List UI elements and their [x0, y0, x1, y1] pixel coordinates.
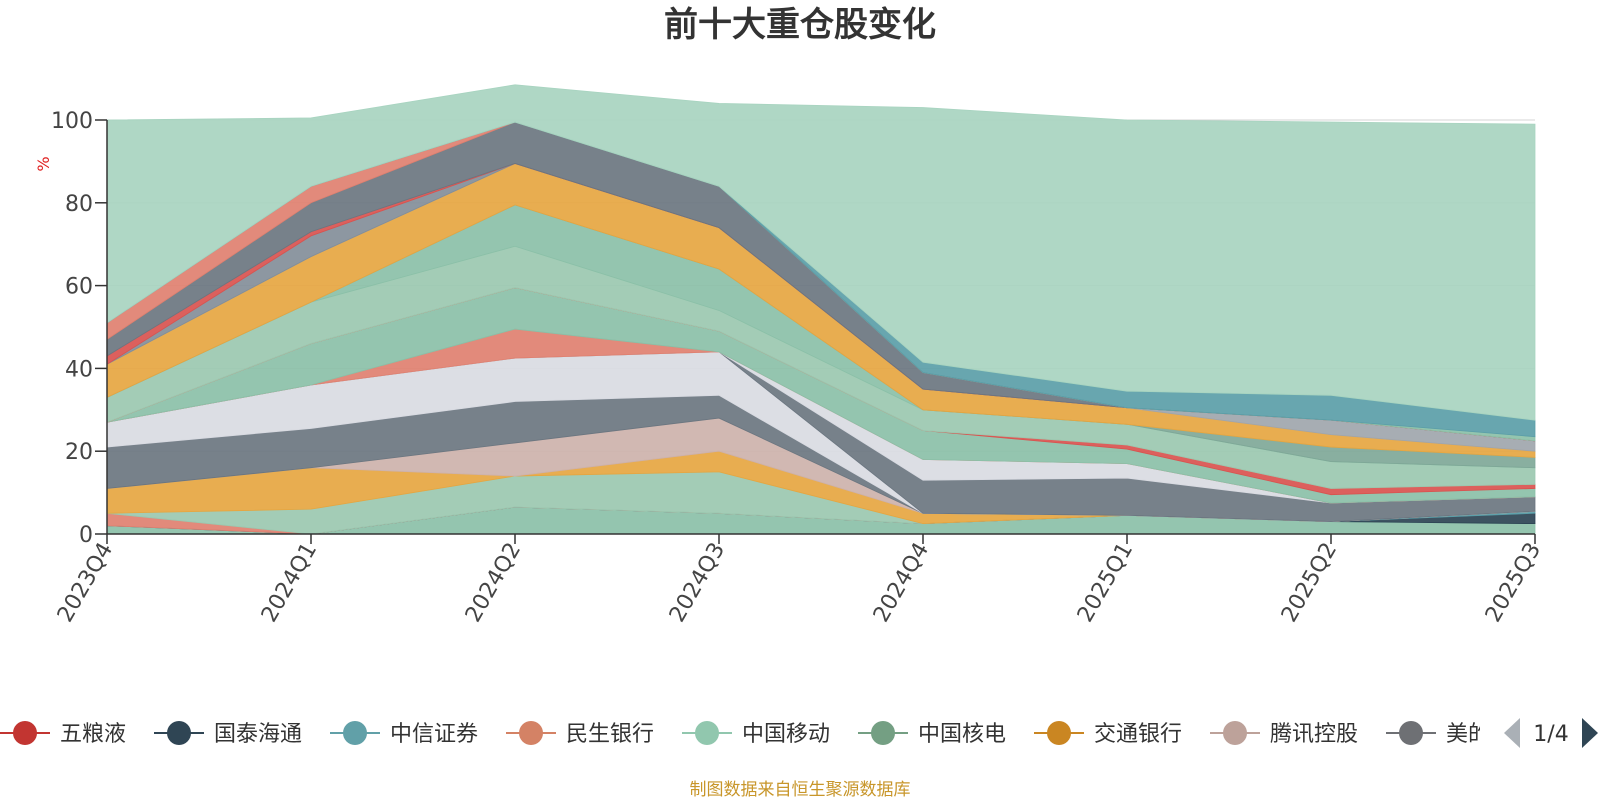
legend-label: 中信证券: [390, 722, 478, 747]
legend: 五粮液 国泰海通 中信证券 民生银行 中国移动 中国核电 交通银行 腾讯控股 美的集团 1/4: [0, 718, 1598, 748]
legend-item[interactable]: 中国移动: [682, 721, 830, 747]
x-tick-label: 2024Q1: [257, 539, 322, 627]
chart-title: 前十大重仓股变化: [664, 5, 936, 45]
x-tick-label: 2023Q4: [53, 539, 118, 627]
chevron-left-icon: [1504, 718, 1520, 748]
data-source-note: 制图数据来自恒生聚源数据库: [690, 780, 911, 800]
y-tick-label: 0: [79, 523, 93, 548]
legend-label: 腾讯控股: [1270, 722, 1358, 747]
x-tick-label: 2024Q3: [665, 539, 730, 627]
legend-page-indicator: 1/4: [1533, 722, 1568, 747]
legend-marker: [519, 721, 543, 745]
x-tick-label: 2025Q2: [1277, 539, 1342, 627]
legend-item[interactable]: 五粮液: [0, 721, 126, 747]
legend-item[interactable]: 交通银行: [1034, 721, 1182, 747]
y-tick-label: 20: [65, 440, 93, 465]
legend-item[interactable]: 中信证券: [330, 721, 478, 747]
legend-item[interactable]: 国泰海通: [154, 721, 302, 747]
y-tick-label: 80: [65, 192, 93, 217]
legend-item[interactable]: 腾讯控股: [1210, 721, 1358, 747]
legend-marker: [871, 721, 895, 745]
chevron-right-icon: [1582, 718, 1598, 748]
legend-prev-button[interactable]: [1504, 718, 1520, 748]
y-axis-ticks: 0 20 40 60 80 100: [51, 109, 107, 548]
legend-marker: [13, 721, 37, 745]
x-tick-label: 2025Q3: [1481, 539, 1546, 627]
legend-marker: [1047, 721, 1071, 745]
legend-item[interactable]: 美的集团: [1386, 721, 1534, 747]
legend-marker: [167, 721, 191, 745]
x-tick-label: 2025Q1: [1073, 539, 1138, 627]
legend-item[interactable]: 中国核电: [858, 721, 1006, 747]
legend-label: 中国核电: [918, 722, 1006, 747]
legend-label: 国泰海通: [214, 722, 302, 747]
legend-item[interactable]: 民生银行: [506, 721, 654, 747]
series-area: [106, 84, 1536, 421]
legend-label: 中国移动: [742, 722, 830, 747]
legend-label: 交通银行: [1094, 722, 1182, 747]
legend-marker: [1223, 721, 1247, 745]
y-tick-label: 100: [51, 109, 93, 134]
legend-marker: [1399, 721, 1423, 745]
y-tick-label: 40: [65, 357, 93, 382]
y-tick-label: 60: [65, 275, 93, 300]
legend-marker: [695, 721, 719, 745]
y-axis-unit: %: [34, 156, 53, 171]
x-tick-label: 2024Q2: [461, 539, 526, 627]
axes: [106, 120, 1535, 535]
x-axis-ticks: 2023Q4 2024Q1 2024Q2 2024Q3 2024Q4 2025Q1 2025…: [53, 534, 1546, 627]
x-tick-label: 2024Q4: [869, 539, 934, 627]
stacked-areas: [106, 84, 1536, 535]
legend-label: 民生银行: [566, 722, 654, 747]
legend-next-button[interactable]: [1582, 718, 1598, 748]
legend-label: 五粮液: [60, 722, 126, 747]
legend-label: 美的集团: [1446, 722, 1534, 747]
legend-marker: [343, 721, 367, 745]
